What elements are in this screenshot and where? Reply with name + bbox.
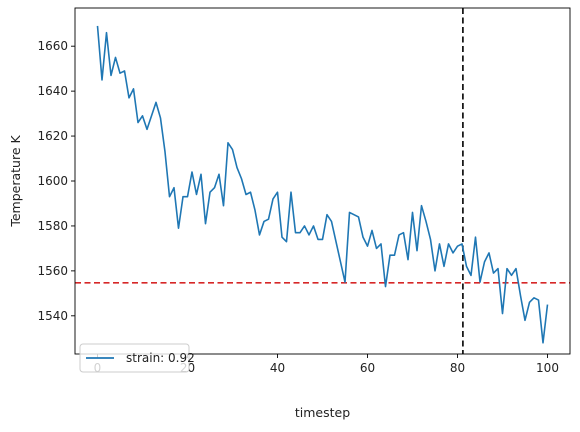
y-tick-label: 1640 bbox=[37, 84, 68, 98]
x-tick-label: 60 bbox=[360, 361, 375, 375]
series-line bbox=[96, 25, 549, 344]
plot-area bbox=[75, 8, 570, 354]
y-tick-label: 1560 bbox=[37, 264, 68, 278]
y-tick-label: 1620 bbox=[37, 129, 68, 143]
series-layer bbox=[96, 25, 549, 344]
x-axis-label: timestep bbox=[295, 405, 350, 420]
x-tick-label: 100 bbox=[536, 361, 559, 375]
x-tick-label: 40 bbox=[270, 361, 285, 375]
legend-label: strain: 0.92 bbox=[126, 351, 195, 365]
y-tick-label: 1580 bbox=[37, 219, 68, 233]
legend-box bbox=[79, 343, 190, 373]
y-tick-label: 1600 bbox=[37, 174, 68, 188]
legend: strain: 0.92 bbox=[79, 343, 195, 373]
y-axis: 1540 1560 1580 1600 1620 1640 1660 bbox=[37, 39, 75, 323]
y-tick-label: 1660 bbox=[37, 39, 68, 53]
y-tick-label: 1540 bbox=[37, 309, 68, 323]
y-axis-label: Temperature K bbox=[8, 135, 23, 228]
reference-lines bbox=[75, 8, 570, 354]
x-tick-label: 80 bbox=[450, 361, 465, 375]
